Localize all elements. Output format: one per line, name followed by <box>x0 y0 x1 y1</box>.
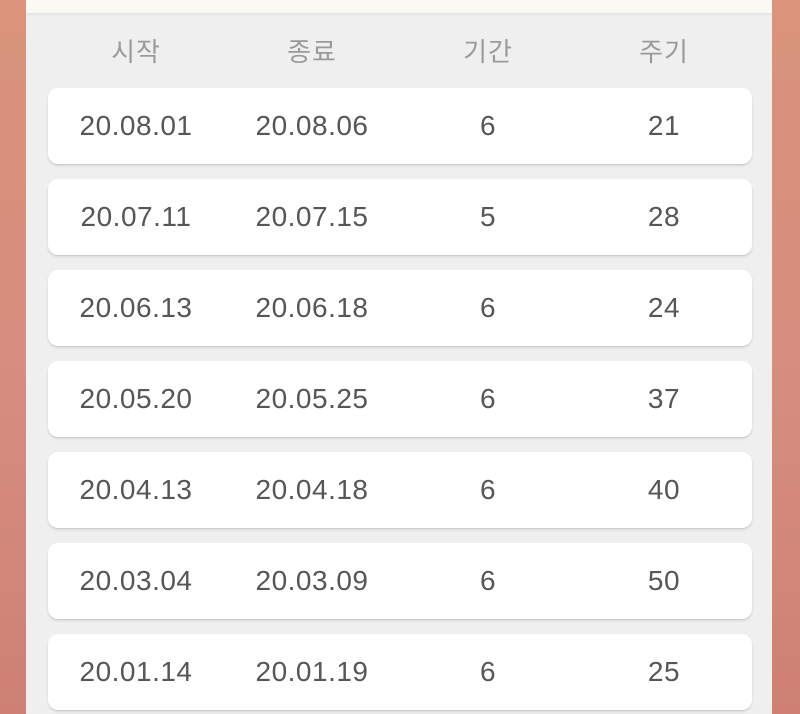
column-header-start: 시작 <box>111 37 161 67</box>
cell-start: 20.07.11 <box>80 201 192 232</box>
column-header-duration: 기간 <box>463 37 513 67</box>
cell-duration: 6 <box>479 565 497 596</box>
table-row[interactable]: 20.05.20 20.05.25 6 37 <box>48 361 752 437</box>
table-row[interactable]: 20.04.13 20.04.18 6 40 <box>48 452 752 528</box>
cell-cycle: 21 <box>647 110 681 141</box>
cell-cycle: 50 <box>647 565 681 596</box>
cell-end: 20.07.15 <box>255 201 369 232</box>
app-screen: 시작 종료 기간 주기 20.08.01 20.08.06 6 21 20.07… <box>26 0 772 714</box>
cell-start: 20.05.20 <box>79 383 193 414</box>
cell-duration: 6 <box>479 656 497 687</box>
cell-cycle: 25 <box>647 656 681 687</box>
cell-end: 20.05.25 <box>255 383 369 414</box>
row-list: 20.08.01 20.08.06 6 21 20.07.11 20.07.15… <box>48 88 752 710</box>
cell-cycle: 37 <box>647 383 681 414</box>
table-row[interactable]: 20.03.04 20.03.09 6 50 <box>48 543 752 619</box>
cell-duration: 5 <box>479 201 497 232</box>
cell-end: 20.03.09 <box>255 565 369 596</box>
cell-end: 20.06.18 <box>255 292 369 323</box>
table-row[interactable]: 20.08.01 20.08.06 6 21 <box>48 88 752 164</box>
top-strip <box>26 0 772 13</box>
table-row[interactable]: 20.01.14 20.01.19 6 25 <box>48 634 752 710</box>
cell-start: 20.06.13 <box>79 292 193 323</box>
cell-cycle: 40 <box>647 474 681 505</box>
history-list-area: 시작 종료 기간 주기 20.08.01 20.08.06 6 21 20.07… <box>26 13 772 714</box>
cell-start: 20.01.14 <box>79 656 193 687</box>
cell-start: 20.03.04 <box>79 565 193 596</box>
cell-start: 20.04.13 <box>79 474 193 505</box>
cell-duration: 6 <box>479 292 497 323</box>
cell-end: 20.04.18 <box>255 474 369 505</box>
cell-duration: 6 <box>479 110 497 141</box>
table-header: 시작 종료 기간 주기 <box>48 13 752 88</box>
cell-end: 20.08.06 <box>255 110 369 141</box>
cell-cycle: 24 <box>647 292 681 323</box>
column-header-end: 종료 <box>287 37 337 67</box>
cell-start: 20.08.01 <box>79 110 193 141</box>
cell-end: 20.01.19 <box>255 656 369 687</box>
column-header-cycle: 주기 <box>639 37 689 67</box>
table-row[interactable]: 20.06.13 20.06.18 6 24 <box>48 270 752 346</box>
cell-cycle: 28 <box>647 201 681 232</box>
table-row[interactable]: 20.07.11 20.07.15 5 28 <box>48 179 752 255</box>
cell-duration: 6 <box>479 474 497 505</box>
cell-duration: 6 <box>479 383 497 414</box>
